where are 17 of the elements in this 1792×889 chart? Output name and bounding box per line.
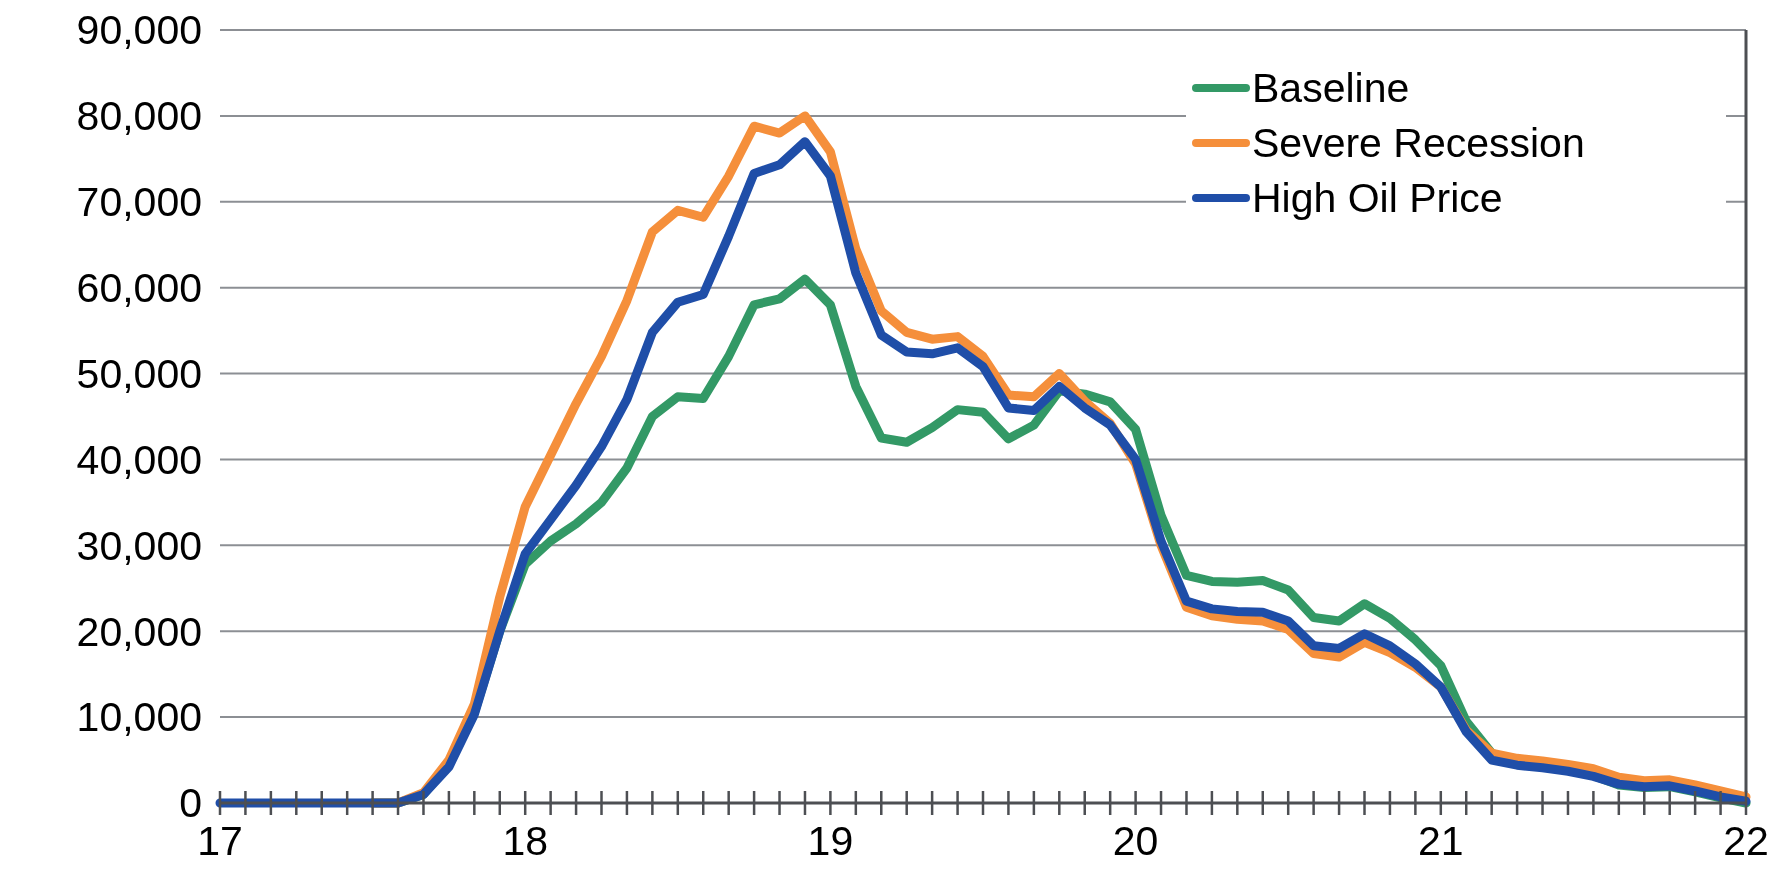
x-tick-label: 22 xyxy=(1723,818,1769,864)
x-tick-label: 21 xyxy=(1418,818,1464,864)
legend-label: Baseline xyxy=(1252,65,1410,112)
x-tick-label: 20 xyxy=(1112,818,1159,864)
y-tick-label: 20,000 xyxy=(76,608,202,655)
legend-label: High Oil Price xyxy=(1252,175,1503,222)
y-tick-label: 50,000 xyxy=(76,350,202,397)
y-tick-label: 40,000 xyxy=(76,436,202,483)
y-tick-label: 70,000 xyxy=(76,179,202,226)
y-tick-label: 80,000 xyxy=(76,93,202,140)
x-tick-label: 18 xyxy=(502,818,548,864)
x-tick-label: 19 xyxy=(807,818,854,864)
y-tick-label: 90,000 xyxy=(76,7,202,54)
y-tick-label: 30,000 xyxy=(76,522,202,569)
legend-label: Severe Recession xyxy=(1252,120,1585,167)
y-tick-label: 10,000 xyxy=(76,694,202,741)
y-tick-label: 60,000 xyxy=(76,265,202,312)
